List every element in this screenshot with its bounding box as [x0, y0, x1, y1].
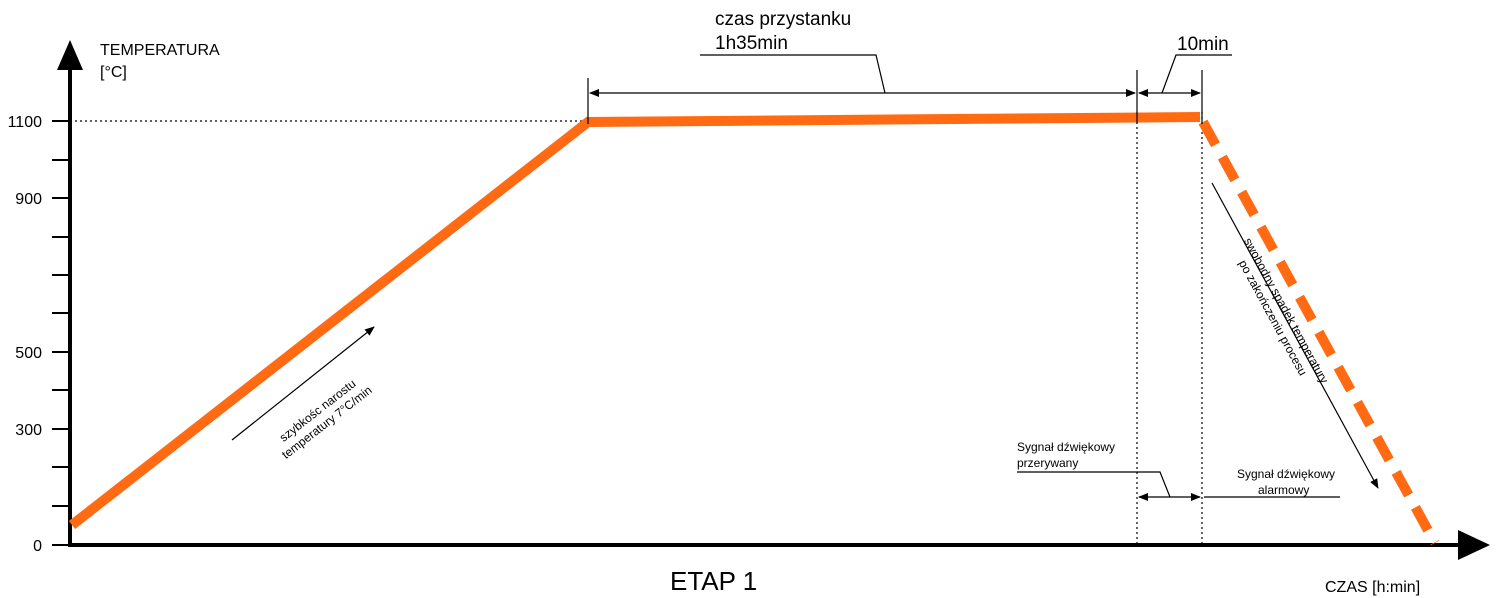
annotation: Sygnał dźwiękowy: [1017, 440, 1115, 454]
axes: [52, 40, 1490, 560]
tick-label: 300: [15, 422, 42, 439]
annotation: czas przystanku: [715, 9, 851, 30]
tick-label: 0: [33, 538, 42, 555]
y-ticks: [52, 120, 70, 546]
leader: [1161, 54, 1232, 94]
guide-lines: [70, 112, 1203, 545]
annotation: alarmowy: [1258, 483, 1309, 497]
tick-label: 900: [15, 191, 42, 208]
fall-label: swobodny spadek temperatury po zakończen…: [1236, 235, 1331, 385]
annotation: przerywany: [1017, 456, 1078, 470]
annotation: Sygnał dźwiękowy: [1237, 467, 1335, 481]
y-label: [°C]: [100, 64, 127, 81]
annotation: 10min: [1177, 34, 1229, 55]
leader: [1017, 471, 1171, 498]
tick-label: 1100: [8, 114, 43, 131]
rise-label: szybkośc narostu temperatury 7°C/min: [277, 376, 375, 461]
dimension-ext: [587, 70, 1203, 124]
x-label: CZAS [h:min]: [1325, 579, 1420, 596]
rise-arrow: [231, 326, 375, 441]
stage-label: ETAP 1: [670, 566, 757, 596]
annotation-text: swobodny spadek temperatury: [1241, 235, 1331, 385]
x-arrow: [1458, 530, 1490, 560]
y-label: TEMPERATURA: [100, 42, 220, 59]
fall-arrow: [1211, 182, 1379, 489]
annotation: 1h35min: [715, 33, 788, 54]
cooling-profile: [1198, 119, 1440, 546]
tick-label: 500: [15, 345, 42, 362]
y-arrow: [57, 40, 83, 70]
leader: [700, 54, 886, 94]
